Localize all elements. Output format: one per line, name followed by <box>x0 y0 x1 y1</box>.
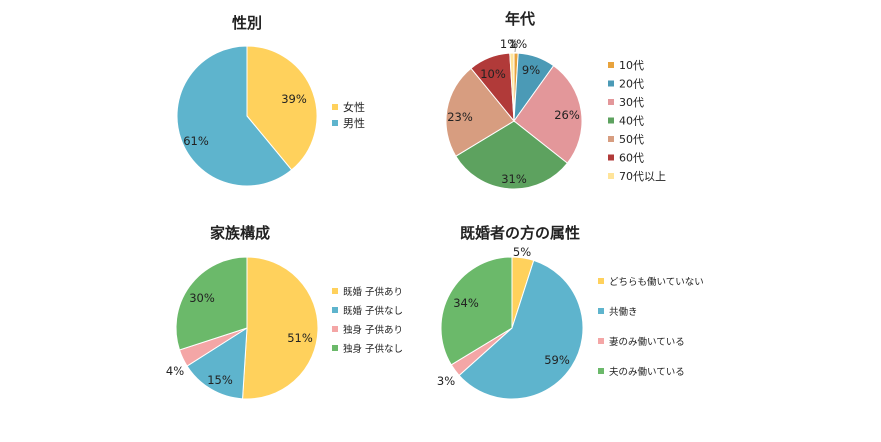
age-legend-label-5: 50代 <box>619 133 644 146</box>
gender-title: 性別 <box>232 14 262 32</box>
family-legend-swatch-4 <box>332 345 338 351</box>
family-legend-swatch-2 <box>332 307 338 313</box>
age-data-label-7: 1% <box>509 37 527 51</box>
married-attr-data-label-4: 34% <box>453 296 479 310</box>
age-slice-7 <box>509 52 515 122</box>
family-data-label-3: 4% <box>166 364 184 378</box>
married-attr-legend-label-3: 妻のみ働いている <box>609 336 685 348</box>
family-legend-swatch-3 <box>332 326 338 332</box>
family-slice-4 <box>175 256 248 351</box>
married-attr-data-label-1: 5% <box>513 245 531 259</box>
age-legend-label-6: 60代 <box>619 152 644 165</box>
age-slice-3 <box>513 65 583 164</box>
family-data-label-2: 15% <box>207 373 233 387</box>
family-data-label-4: 30% <box>189 291 215 305</box>
gender-data-label-2: 61% <box>183 134 209 148</box>
age-legend-swatch-2 <box>608 80 614 87</box>
married-attr-legend-label-1: どちらも働いていない <box>609 276 704 288</box>
gender-legend-label-2: 男性 <box>343 116 365 130</box>
age-data-label-2: 9% <box>522 63 540 77</box>
married-attr-legend-label-2: 共働き <box>609 306 638 318</box>
age-data-label-1: 1% <box>500 37 518 51</box>
family-legend-label-3: 独身 子供あり <box>343 324 403 336</box>
age-data-label-5: 23% <box>447 110 473 124</box>
age-leader-1 <box>513 40 516 49</box>
age-data-label-6: 10% <box>480 67 506 81</box>
age-title: 年代 <box>505 10 535 28</box>
age-legend-swatch-4 <box>608 117 614 124</box>
married-attr-data-label-3: 3% <box>437 374 455 388</box>
age-legend-swatch-7 <box>608 173 614 179</box>
age-legend-label-1: 10代 <box>619 59 644 72</box>
married-attr-data-label-2: 59% <box>544 353 570 367</box>
family-slice-2 <box>186 327 248 400</box>
age-legend-label-7: 70代以上 <box>619 170 666 183</box>
married-attr-legend-swatch-2 <box>598 308 604 314</box>
age-legend-label-2: 20代 <box>619 78 644 91</box>
family-title: 家族構成 <box>210 224 270 242</box>
age-legend-swatch-6 <box>608 154 614 161</box>
gender-legend-label-1: 女性 <box>343 100 365 114</box>
married-attr-slice-4 <box>440 256 513 366</box>
family-slice-1 <box>242 256 319 400</box>
family-legend-label-2: 既婚 子供なし <box>343 305 403 317</box>
age-slice-5 <box>445 67 515 157</box>
age-legend-swatch-3 <box>608 99 614 105</box>
family-legend-swatch-1 <box>332 288 338 294</box>
gender-slice-1 <box>246 45 318 171</box>
married-attr-legend-swatch-4 <box>598 368 604 374</box>
married-attr-legend-label-4: 夫のみ働いている <box>609 366 685 378</box>
married-attr-slice-2 <box>458 259 584 400</box>
age-legend-label-3: 30代 <box>619 96 644 109</box>
family-legend-label-4: 独身 子供なし <box>343 343 403 355</box>
married-attr-title: 既婚者の方の属性 <box>460 224 580 242</box>
family-data-label-1: 51% <box>287 331 313 345</box>
age-data-label-4: 31% <box>501 172 527 186</box>
age-legend-swatch-1 <box>608 62 614 68</box>
gender-legend-swatch-2 <box>332 120 338 126</box>
family-legend-label-1: 既婚 子供あり <box>343 286 403 298</box>
age-legend-swatch-5 <box>608 136 614 142</box>
gender-legend-swatch-1 <box>332 104 338 110</box>
married-attr-legend-swatch-3 <box>598 338 604 344</box>
age-leader-2 <box>514 40 517 53</box>
gender-data-label-1: 39% <box>281 92 307 106</box>
age-legend-label-4: 40代 <box>619 115 644 128</box>
married-attr-legend-swatch-1 <box>598 278 604 284</box>
age-data-label-3: 26% <box>554 108 580 122</box>
gender-slice-2 <box>176 45 293 187</box>
age-slice-4 <box>455 120 569 190</box>
